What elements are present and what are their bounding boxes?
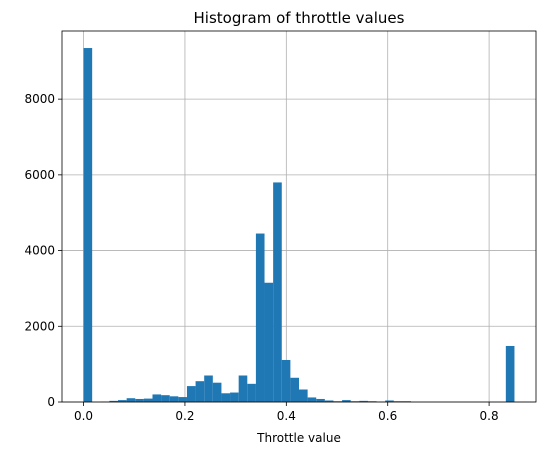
histogram-bar	[273, 182, 282, 402]
histogram-bar	[256, 234, 265, 402]
histogram-bar	[187, 386, 196, 402]
x-tick-label: 0.0	[74, 409, 93, 423]
histogram-bar	[152, 394, 161, 402]
x-axis-label: Throttle value	[256, 431, 341, 445]
y-tick-label: 6000	[24, 168, 55, 182]
x-tick-label: 0.4	[277, 409, 296, 423]
bars	[84, 48, 515, 402]
x-tick-label: 0.8	[480, 409, 499, 423]
y-tick-label: 8000	[24, 92, 55, 106]
histogram-bar	[290, 378, 299, 402]
chart-title: Histogram of throttle values	[194, 9, 405, 27]
histogram-bar	[221, 393, 230, 402]
histogram-bar	[299, 390, 308, 402]
histogram-bar	[230, 393, 239, 402]
plot-frame	[62, 31, 536, 402]
histogram-bar	[247, 384, 256, 402]
histogram-bar	[196, 381, 205, 402]
histogram-bar	[239, 376, 248, 403]
x-tick-label: 0.6	[378, 409, 397, 423]
histogram-bar	[144, 399, 153, 402]
histogram-bar	[316, 399, 325, 402]
histogram-bar	[213, 383, 222, 402]
histogram-bar	[178, 397, 187, 402]
histogram-bar	[161, 395, 170, 402]
histogram-bar	[127, 398, 136, 402]
histogram-bar	[506, 346, 515, 402]
x-tick-label: 0.2	[175, 409, 194, 423]
histogram-bar	[204, 376, 213, 403]
y-tick-label: 2000	[24, 319, 55, 333]
histogram-bar	[282, 360, 291, 402]
y-tick-label: 4000	[24, 244, 55, 258]
histogram-bar	[135, 399, 144, 402]
histogram-bar	[308, 397, 317, 402]
grid	[62, 31, 536, 402]
histogram-bar	[265, 283, 274, 402]
y-tick-label: 0	[47, 395, 55, 409]
histogram-bar	[84, 48, 93, 402]
histogram-bar	[170, 396, 179, 402]
